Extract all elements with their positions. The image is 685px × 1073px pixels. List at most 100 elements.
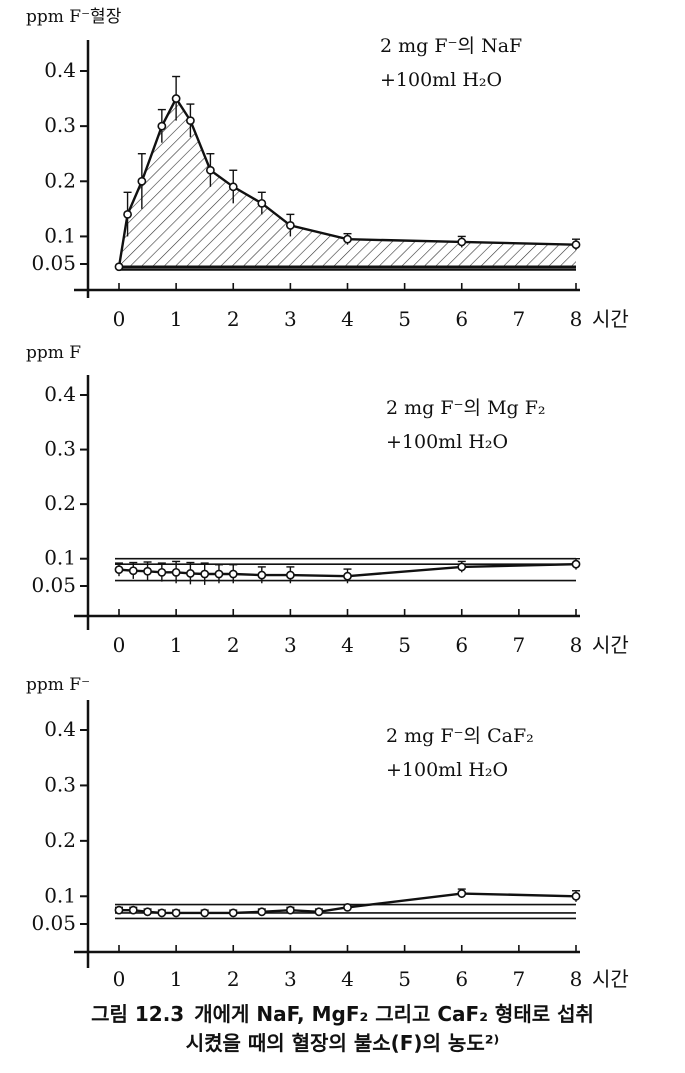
panel2-data-point [214, 569, 224, 579]
panel3-y-label: ppm F⁻ [26, 675, 90, 695]
panel1-y-tick-label: 0.05 [31, 251, 76, 275]
panel1-x-tick-label: 6 [455, 307, 468, 331]
panel2-data-point [114, 565, 124, 575]
caption-number: 그림 12.3 [91, 1002, 185, 1026]
panel2-y-tick-label: 0.2 [44, 491, 76, 515]
panel2-y-label: ppm F [26, 343, 81, 363]
panel2-y-tick-label: 0.1 [44, 546, 76, 570]
panel2-x-tick-label: 6 [455, 633, 468, 657]
panel3-data-point [157, 908, 167, 918]
panel1-data-point [137, 176, 147, 186]
panel3-data-point [257, 907, 267, 917]
panel3-x-tick-label: 1 [170, 967, 183, 991]
panel3-data-point [457, 889, 467, 898]
panel1-data-point [114, 262, 124, 272]
panel1-data-point [257, 198, 267, 208]
panel3-x-tick-label: 4 [341, 967, 354, 991]
panel3-data-point [314, 907, 324, 917]
panel3-annotation-line: 2 mg F⁻의 CaF₂ [386, 725, 534, 747]
panel3-data-point [143, 907, 152, 917]
caption-line-2: 시켰을 때의 혈장의 불소(F)의 농도²⁾ [185, 1031, 500, 1055]
panel2-data-point [157, 567, 167, 577]
panel1-data-point [571, 240, 581, 250]
panel3-x-tick-label: 6 [455, 967, 468, 991]
panel2-annotation-line: 2 mg F⁻의 Mg F₂ [386, 397, 546, 419]
panel3-annotation-line: +100ml H₂O [386, 759, 508, 781]
panel1-x-tick-label: 3 [284, 307, 297, 331]
panel2-x-tick-label: 0 [113, 633, 126, 657]
panel2-data-point [457, 562, 467, 572]
panel1-x-tick-label: 7 [513, 307, 526, 331]
panel2-x-tick-label: 7 [513, 633, 526, 657]
panel3-y-tick-label: 0.2 [44, 828, 76, 852]
panel1-y-tick-label: 0.1 [44, 223, 76, 247]
panel3-x-tick-label: 0 [113, 967, 126, 991]
panel2-data-point [343, 571, 352, 581]
panel3-data-point [114, 905, 124, 915]
panel3-data-point [285, 905, 295, 915]
panel2-data-point [571, 559, 581, 569]
panel3-y-tick-label: 0.05 [31, 911, 76, 935]
panel2-y-tick-label: 0.05 [31, 573, 76, 597]
panel1-annotation-line: 2 mg F⁻의 NaF [380, 35, 522, 57]
figure-caption: 그림 12.3 개에게 NaF, MgF₂ 그리고 CaF₂ 형태로 섭취 시켰을… [0, 1000, 685, 1058]
panel1-x-tick-label: 1 [170, 307, 183, 331]
panel3-x-tick-label: 5 [398, 967, 411, 991]
panel2-data-point [257, 570, 267, 580]
panel1-data-point [457, 237, 467, 247]
panel1-y-tick-label: 0.4 [44, 58, 76, 82]
panel1-data-point [343, 234, 352, 244]
panel1-data-point [285, 220, 295, 230]
panel2-x-tick-label: 5 [398, 633, 411, 657]
panel1-data-point [157, 121, 167, 131]
panel2-data-point [200, 569, 210, 579]
panel2-annotation-line: +100ml H₂O [386, 431, 508, 453]
panel1-x-unit-label: 시간 [592, 307, 629, 331]
panel1-data-point [123, 209, 132, 219]
panel2-data-point [128, 566, 138, 576]
panel1-y-tick-label: 0.2 [44, 168, 76, 192]
panel3-x-unit-label: 시간 [592, 967, 629, 991]
panel2-y-tick-label: 0.4 [44, 382, 76, 406]
caption-line-1: 그림 12.3 개에게 NaF, MgF₂ 그리고 CaF₂ 형태로 섭취 [0, 1000, 685, 1029]
panel1-data-point [228, 182, 238, 192]
panel1-x-tick-label: 8 [570, 307, 583, 331]
panel2-x-tick-label: 4 [341, 633, 354, 657]
panel3-x-tick-label: 8 [570, 967, 583, 991]
caption-text-1: 개에게 NaF, MgF₂ 그리고 CaF₂ 형태로 섭취 [194, 1002, 594, 1026]
panel3-data-point [571, 891, 581, 901]
panel3-data-point [343, 902, 352, 912]
panel1-y-label: ppm F⁻혈장 [26, 7, 122, 27]
panel3-y-tick-label: 0.4 [44, 717, 76, 741]
panel1-data-point [186, 116, 195, 126]
panel3-y-tick-label: 0.1 [44, 883, 76, 907]
panel1-x-tick-label: 5 [398, 307, 411, 331]
panel1-x-tick-label: 0 [113, 307, 126, 331]
panel2-x-tick-label: 1 [170, 633, 183, 657]
panel2-x-tick-label: 2 [227, 633, 240, 657]
panel3-x-tick-label: 7 [513, 967, 526, 991]
panel3-x-tick-label: 2 [227, 967, 240, 991]
panel2-x-tick-label: 8 [570, 633, 583, 657]
panel1-annotation-line: +100ml H₂O [380, 69, 502, 91]
panel2-data-point [285, 570, 295, 580]
panel3-data-point [171, 908, 181, 918]
panel2-x-tick-label: 3 [284, 633, 297, 657]
panel1-shaded-area [119, 98, 576, 268]
panel2-x-unit-label: 시간 [592, 633, 629, 657]
panel2-data-point [186, 569, 195, 578]
panel2-y-tick-label: 0.3 [44, 437, 76, 461]
panel2-data-point [171, 567, 181, 577]
panel3-x-tick-label: 3 [284, 967, 297, 991]
panel1-data-point [205, 165, 215, 175]
panel1-data-point [171, 94, 181, 103]
panel1-y-tick-label: 0.3 [44, 113, 76, 137]
panel3-data-point [128, 905, 138, 915]
panel1-x-tick-label: 4 [341, 307, 354, 331]
panel2-data-point [228, 569, 238, 579]
panel3-data-point [200, 908, 210, 918]
panel1-x-tick-label: 2 [227, 307, 240, 331]
panel3-data-point [228, 908, 238, 918]
panel2-data-point [143, 566, 152, 576]
